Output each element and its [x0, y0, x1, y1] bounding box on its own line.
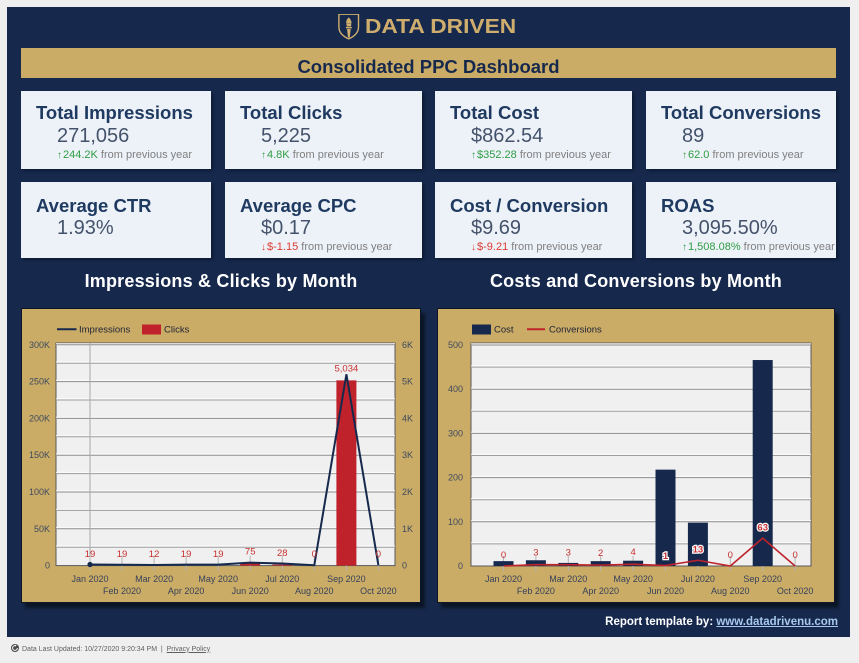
svg-text:75: 75	[245, 547, 256, 558]
svg-text:Jan 2020: Jan 2020	[485, 574, 522, 584]
svg-text:100: 100	[448, 517, 463, 527]
svg-text:0: 0	[312, 549, 317, 560]
svg-text:19: 19	[213, 549, 224, 560]
svg-text:0: 0	[458, 561, 463, 571]
svg-text:4: 4	[630, 547, 635, 558]
svg-text:50K: 50K	[34, 524, 50, 534]
svg-text:400: 400	[448, 384, 463, 394]
svg-text:2K: 2K	[402, 487, 413, 497]
svg-text:Sep 2020: Sep 2020	[743, 574, 782, 584]
svg-text:Jan 2020: Jan 2020	[71, 574, 108, 584]
svg-text:Oct 2020: Oct 2020	[777, 586, 814, 596]
svg-text:Oct 2020: Oct 2020	[360, 586, 397, 596]
svg-text:19: 19	[181, 549, 192, 560]
svg-text:6K: 6K	[402, 340, 413, 350]
svg-text:4K: 4K	[402, 413, 413, 423]
svg-text:Aug 2020: Aug 2020	[295, 586, 334, 596]
svg-text:12: 12	[149, 549, 160, 560]
svg-text:Jun 2020: Jun 2020	[647, 586, 684, 596]
svg-text:19: 19	[117, 549, 128, 560]
svg-text:150K: 150K	[29, 450, 50, 460]
svg-text:0: 0	[792, 550, 797, 561]
svg-text:19: 19	[85, 549, 96, 560]
svg-text:63: 63	[757, 523, 768, 534]
svg-text:Mar 2020: Mar 2020	[549, 574, 587, 584]
svg-text:Clicks: Clicks	[164, 325, 190, 336]
svg-text:300K: 300K	[29, 340, 50, 350]
svg-text:200: 200	[448, 473, 463, 483]
svg-text:0: 0	[376, 549, 381, 560]
svg-text:DATA DRIVEN: DATA DRIVEN	[365, 14, 516, 38]
svg-text:Feb 2020: Feb 2020	[103, 586, 141, 596]
svg-text:Conversions: Conversions	[549, 325, 602, 336]
svg-text:3: 3	[566, 548, 571, 559]
svg-text:3K: 3K	[402, 450, 413, 460]
svg-text:Mar 2020: Mar 2020	[135, 574, 173, 584]
svg-text:300: 300	[448, 428, 463, 438]
svg-text:0: 0	[45, 561, 50, 571]
svg-text:Cost: Cost	[494, 325, 514, 336]
svg-text:1K: 1K	[402, 524, 413, 534]
svg-text:200K: 200K	[29, 413, 50, 423]
svg-text:1: 1	[663, 551, 669, 562]
svg-text:500: 500	[448, 340, 463, 350]
svg-text:Aug 2020: Aug 2020	[711, 586, 750, 596]
svg-text:2: 2	[598, 548, 603, 559]
svg-text:Sep 2020: Sep 2020	[327, 574, 366, 584]
svg-text:Jun 2020: Jun 2020	[232, 586, 269, 596]
svg-text:Apr 2020: Apr 2020	[168, 586, 205, 596]
svg-text:5K: 5K	[402, 377, 413, 387]
svg-text:Feb 2020: Feb 2020	[517, 586, 555, 596]
svg-text:0: 0	[402, 561, 407, 571]
svg-text:3: 3	[533, 548, 538, 559]
svg-text:May 2020: May 2020	[613, 574, 653, 584]
svg-text:5,034: 5,034	[335, 364, 359, 375]
svg-text:Jul 2020: Jul 2020	[681, 574, 715, 584]
svg-text:250K: 250K	[29, 377, 50, 387]
svg-text:Apr 2020: Apr 2020	[582, 586, 619, 596]
svg-text:100K: 100K	[29, 487, 50, 497]
svg-text:13: 13	[693, 545, 704, 556]
svg-text:Impressions: Impressions	[79, 325, 130, 336]
svg-text:0: 0	[728, 550, 733, 561]
svg-text:May 2020: May 2020	[198, 574, 238, 584]
svg-text:0: 0	[501, 550, 506, 561]
svg-text:Jul 2020: Jul 2020	[265, 574, 299, 584]
svg-text:28: 28	[277, 548, 288, 559]
